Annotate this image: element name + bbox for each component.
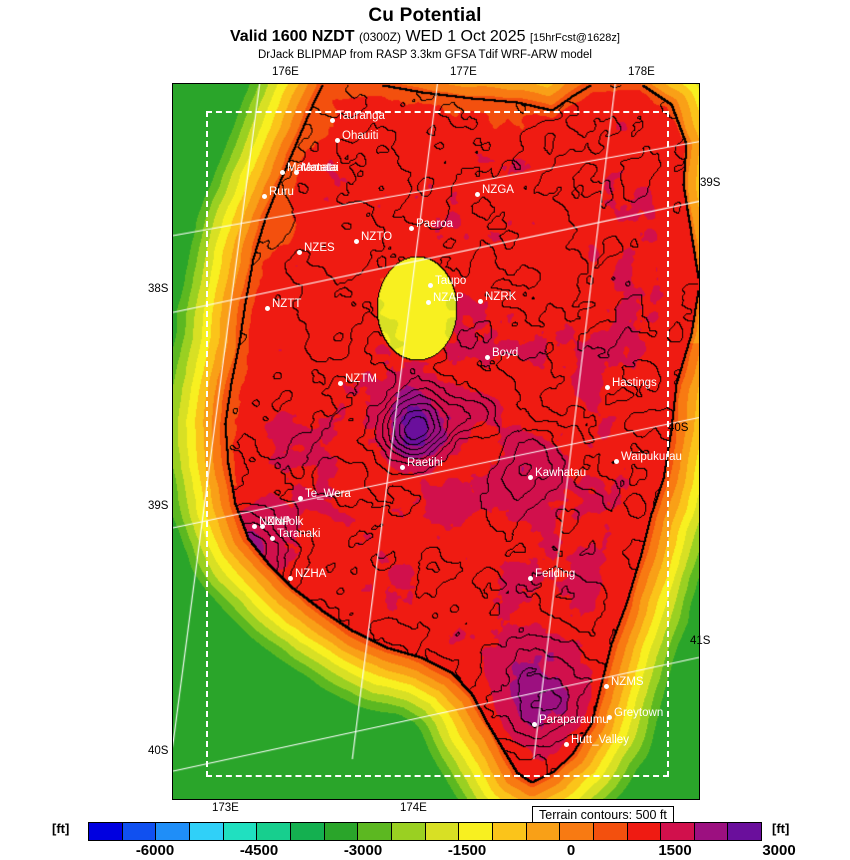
colorbar-segment: [425, 823, 460, 840]
valid-date: WED 1 Oct 2025: [405, 28, 526, 45]
forecast-map[interactable]: Tauranga Ohauiti Matamata Matatai Ruru NZGA Pa…: [172, 83, 700, 800]
station-marker[interactable]: [605, 385, 610, 390]
colorbar-tick-label: -6000: [135, 842, 175, 859]
colorbar-segment: [391, 823, 426, 840]
valid-time-utc: (0300Z): [358, 30, 401, 44]
graticule-label: 173E: [212, 802, 239, 814]
colorbar-segment: [358, 823, 392, 840]
colorbar-segment: [492, 823, 527, 840]
station-marker[interactable]: [294, 170, 299, 175]
station-marker[interactable]: [297, 250, 302, 255]
station-marker[interactable]: [330, 118, 335, 123]
station-marker[interactable]: [485, 355, 490, 360]
colorbar-segment: [694, 823, 729, 840]
graticule-label: 178E: [628, 66, 655, 78]
colorbar-segment: [122, 823, 157, 840]
station-marker[interactable]: [335, 138, 340, 143]
colorbar-tick-label: 3000: [762, 842, 796, 859]
colorbar-scale[interactable]: [88, 822, 762, 841]
graticule-label: 39S: [700, 177, 721, 189]
colorbar-segment: [459, 823, 493, 840]
graticule-label: 38S: [148, 283, 169, 295]
colorbar-segment: [156, 823, 190, 840]
colorbar-unit-right: [ft]: [772, 821, 790, 836]
station-marker[interactable]: [270, 536, 275, 541]
model-line: DrJack BLIPMAP from RASP 3.3km GFSA Tdif…: [257, 49, 592, 61]
graticule-label: 174E: [400, 802, 427, 814]
station-marker[interactable]: [528, 475, 533, 480]
valid-time-prefix: Valid 1600 NZDT: [230, 28, 355, 45]
station-marker[interactable]: [262, 194, 267, 199]
colorbar-tick-label: 0: [566, 842, 576, 859]
colorbar-tick-label: 1500: [658, 842, 692, 859]
station-marker[interactable]: [260, 524, 265, 529]
colorbar-tick-label: -3000: [343, 842, 383, 859]
station-marker[interactable]: [298, 496, 303, 501]
graticule-label: 40S: [148, 745, 169, 757]
station-marker[interactable]: [409, 226, 414, 231]
station-marker[interactable]: [604, 684, 609, 689]
station-marker[interactable]: [564, 742, 569, 747]
station-marker[interactable]: [265, 306, 270, 311]
colorbar-segment: [324, 823, 359, 840]
colorbar-segment: [728, 823, 762, 840]
station-marker[interactable]: [614, 459, 619, 464]
colorbar-segment: [223, 823, 258, 840]
graticule-label: 41S: [690, 635, 711, 647]
colorbar-tick-label: -4500: [239, 842, 279, 859]
colorbar-segment: [593, 823, 628, 840]
colorbar-unit-left: [ft]: [52, 821, 70, 836]
graticule-label: 177E: [450, 66, 477, 78]
colorbar-segment: [661, 823, 695, 840]
station-marker[interactable]: [428, 283, 433, 288]
colorbar-segment: [257, 823, 291, 840]
graticule-label: 39S: [148, 500, 169, 512]
domain-dashed-boundary: [206, 111, 669, 777]
station-marker[interactable]: [532, 722, 537, 727]
colorbar-segment: [526, 823, 561, 840]
graticule-label: 40S: [668, 422, 689, 434]
station-marker[interactable]: [400, 465, 405, 470]
station-marker[interactable]: [280, 170, 285, 175]
station-marker[interactable]: [478, 299, 483, 304]
forecast-tag: [15hrFcst@1628z]: [529, 32, 620, 44]
station-marker[interactable]: [528, 576, 533, 581]
cu-potential-raster: [173, 84, 699, 799]
chart-header: Cu Potential Valid 1600 NZDT (0300Z) WED…: [0, 0, 850, 76]
station-marker[interactable]: [288, 576, 293, 581]
graticule-label: 176E: [272, 66, 299, 78]
colorbar-segment: [189, 823, 224, 840]
station-marker[interactable]: [475, 192, 480, 197]
station-marker[interactable]: [354, 239, 359, 244]
station-marker[interactable]: [607, 715, 612, 720]
colorbar-segment: [560, 823, 594, 840]
station-marker[interactable]: [426, 300, 431, 305]
colorbar-segment: [290, 823, 325, 840]
colorbar-panel: [ft] [ft] -6000 -4500 -3000 -1500 0 1500 3000: [0, 818, 850, 860]
colorbar-segment: [89, 823, 123, 840]
valid-time-line: Valid 1600 NZDT (0300Z) WED 1 Oct 2025 […: [0, 28, 850, 47]
station-marker[interactable]: [338, 381, 343, 386]
colorbar-tick-label: -1500: [447, 842, 487, 859]
page-title: Cu Potential: [368, 5, 482, 26]
colorbar-segment: [627, 823, 662, 840]
station-marker[interactable]: [252, 524, 257, 529]
